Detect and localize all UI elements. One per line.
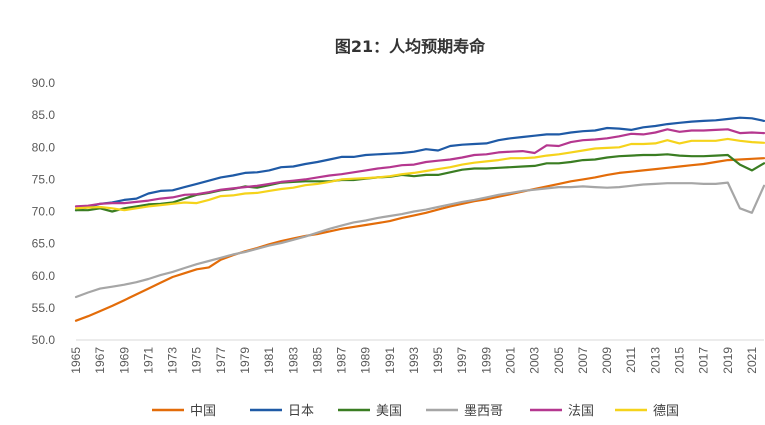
x-tick-label: 1967 <box>93 347 107 374</box>
x-tick-label: 1975 <box>190 347 204 374</box>
chart-title: 图21：人均预期寿命 <box>335 37 486 56</box>
x-tick-label: 2015 <box>673 347 687 374</box>
series-layer <box>74 116 765 322</box>
y-tick-label: 50.0 <box>32 333 56 347</box>
legend: 中国 日本 美国 墨西哥 法国 德国 <box>152 404 679 419</box>
legend-label: 德国 <box>653 404 679 419</box>
x-axis-ticks: 1965 1967 1969 1971 1973 1975 1977 1979 1981 1983… <box>69 347 759 374</box>
x-tick-label: 1993 <box>407 347 421 374</box>
series-line-4 <box>74 128 765 208</box>
x-tick-label: 1985 <box>310 347 324 374</box>
x-tick-label: 2007 <box>576 347 590 374</box>
legend-label: 法国 <box>568 404 594 419</box>
x-tick-label: 1999 <box>479 347 493 374</box>
x-tick-label: 1977 <box>214 347 228 374</box>
x-tick-label: 1965 <box>69 347 83 374</box>
series-line-5 <box>74 137 765 212</box>
y-tick-label: 75.0 <box>32 172 56 186</box>
legend-label: 日本 <box>288 404 314 419</box>
series-line-0 <box>74 157 765 322</box>
series-line-3 <box>74 181 765 299</box>
x-tick-label: 2017 <box>697 347 711 374</box>
x-tick-label: 2011 <box>624 347 638 373</box>
y-axis-ticks: 50.0 55.0 60.0 65.0 70.0 75.0 80.0 85.0 90.0 <box>32 76 56 347</box>
x-tick-label: 1987 <box>335 347 349 374</box>
x-tick-label: 1997 <box>455 347 469 374</box>
x-tick-label: 2003 <box>528 347 542 374</box>
x-tick-label: 1969 <box>117 347 131 374</box>
y-tick-label: 85.0 <box>32 108 56 122</box>
series-line-2 <box>74 153 765 213</box>
legend-label: 墨西哥 <box>464 404 503 419</box>
y-tick-label: 80.0 <box>32 140 56 154</box>
x-tick-label: 1981 <box>262 347 276 374</box>
x-tick-label: 1971 <box>141 347 155 374</box>
x-tick-label: 1991 <box>383 347 397 374</box>
y-tick-label: 60.0 <box>32 269 56 283</box>
x-tick-label: 1973 <box>166 347 180 374</box>
series-line-1 <box>74 116 765 212</box>
x-tick-label: 1995 <box>431 347 445 374</box>
y-tick-label: 55.0 <box>32 301 56 315</box>
x-tick-label: 1989 <box>359 347 373 374</box>
x-tick-label: 2021 <box>745 347 759 374</box>
x-tick-label: 2013 <box>648 347 662 374</box>
x-tick-label: 2009 <box>600 347 614 374</box>
x-tick-label: 2019 <box>721 347 735 374</box>
x-tick-label: 1979 <box>238 347 252 374</box>
legend-label: 美国 <box>376 404 402 419</box>
x-tick-label: 2001 <box>504 347 518 374</box>
x-tick-label: 2005 <box>552 347 566 374</box>
legend-label: 中国 <box>190 404 216 419</box>
y-tick-label: 65.0 <box>32 237 56 251</box>
x-tick-label: 1983 <box>286 347 300 374</box>
y-tick-label: 70.0 <box>32 205 56 219</box>
y-tick-label: 90.0 <box>32 76 56 90</box>
